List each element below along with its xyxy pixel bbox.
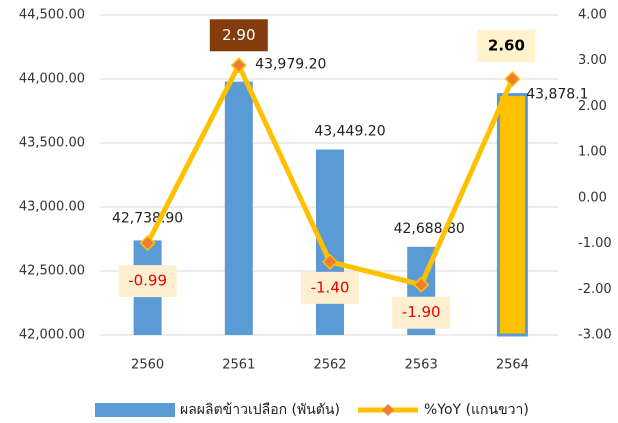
line-label-box: [477, 30, 536, 62]
bar-value-label: 43,979.20: [255, 57, 326, 73]
x-tick-label: 2563: [405, 358, 438, 373]
line-value-label: -0.99: [128, 272, 167, 290]
y-tick-label: 43,500.00: [19, 136, 85, 151]
line-marker: [504, 70, 521, 88]
y2-tick-label: -1.00: [578, 236, 612, 251]
line-value-label: -1.90: [402, 303, 441, 321]
bar-value-label: 43,449.20: [314, 124, 385, 140]
x-tick-label: 2564: [496, 358, 529, 373]
line-value-label: 2.90: [222, 26, 255, 44]
y2-tick-label: -3.00: [578, 328, 612, 343]
legend-label: ผลผลิตข้าวเปลือก (พันตัน): [180, 402, 340, 418]
line-marker: [230, 57, 247, 74]
x-tick-label: 2562: [313, 358, 346, 373]
y-tick-label: 44,000.00: [19, 72, 85, 87]
line-label-box: [209, 19, 268, 52]
legend-swatch: [95, 403, 175, 417]
legend-label: %YoY (แกนขวา): [424, 402, 529, 418]
x-tick-label: 2560: [131, 358, 164, 373]
line-label-box: [301, 271, 359, 304]
y-tick-label: 44,500.00: [19, 8, 85, 23]
line-marker: [321, 253, 339, 270]
y2-tick-label: 0.00: [578, 190, 607, 205]
line-label-box: [118, 265, 177, 298]
line-marker: [139, 235, 156, 252]
bar-value-label: 43,878.1: [526, 87, 588, 103]
y2-tick-label: 3.00: [578, 53, 607, 68]
y2-tick-label: 2.00: [578, 99, 607, 114]
line-value-label: -1.40: [311, 278, 350, 296]
y2-tick-label: 1.00: [578, 145, 607, 160]
y2-tick-label: -2.00: [578, 282, 612, 297]
bar-value-label: 42,738.90: [112, 210, 183, 226]
line-label-box: [392, 296, 451, 329]
line-value-label: 2.60: [488, 37, 525, 55]
y-tick-label: 42,500.00: [19, 264, 85, 279]
y-tick-label: 42,000.00: [19, 328, 85, 343]
y2-tick-label: 4.00: [578, 8, 607, 23]
line-marker: [413, 276, 430, 293]
bar: [224, 81, 253, 335]
x-tick-label: 2561: [222, 358, 255, 373]
bar-value-label: 42,688.80: [394, 221, 465, 237]
legend-marker: [382, 404, 394, 416]
y-tick-label: 43,000.00: [19, 200, 85, 215]
bar: [496, 93, 528, 337]
